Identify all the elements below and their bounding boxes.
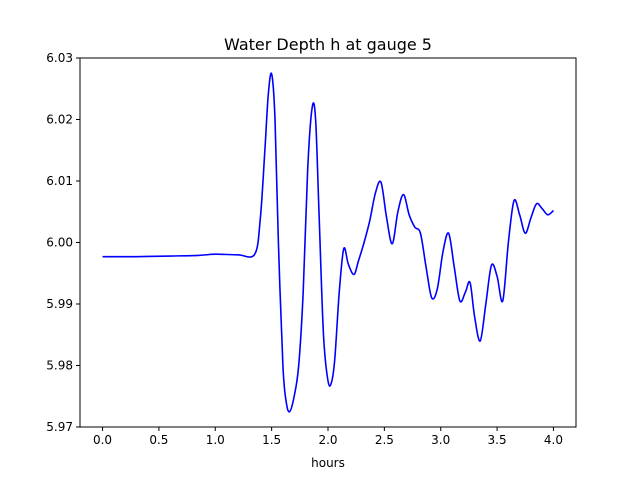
x-tick-label: 3.5 [488,433,507,447]
y-tick-label: 6.02 [46,113,73,127]
x-axis-ticks: 0.0 0.5 1.0 1.5 2.0 2.5 3.0 3.5 4.0 [93,427,563,447]
x-tick-label: 0.0 [93,433,112,447]
y-tick-label: 5.99 [46,297,73,311]
y-tick-label: 5.98 [46,359,73,373]
y-tick-label: 6.01 [46,174,73,188]
chart-title: Water Depth h at gauge 5 [224,35,432,54]
y-tick-label: 6.03 [46,51,73,65]
series-group [102,72,554,413]
y-axis-ticks: 5.97 5.98 5.99 6.00 6.01 6.02 6.03 [46,51,80,434]
x-tick-label: 2.0 [318,433,337,447]
x-axis-label: hours [311,456,345,470]
x-tick-label: 0.5 [149,433,168,447]
x-tick-label: 4.0 [544,433,563,447]
y-tick-label: 6.00 [46,236,73,250]
x-tick-label: 2.5 [375,433,394,447]
series-line [102,72,554,413]
plot-frame [79,57,577,428]
x-tick-label: 1.0 [206,433,225,447]
x-tick-label: 3.0 [431,433,450,447]
y-tick-label: 5.97 [46,420,73,434]
x-tick-label: 1.5 [262,433,281,447]
